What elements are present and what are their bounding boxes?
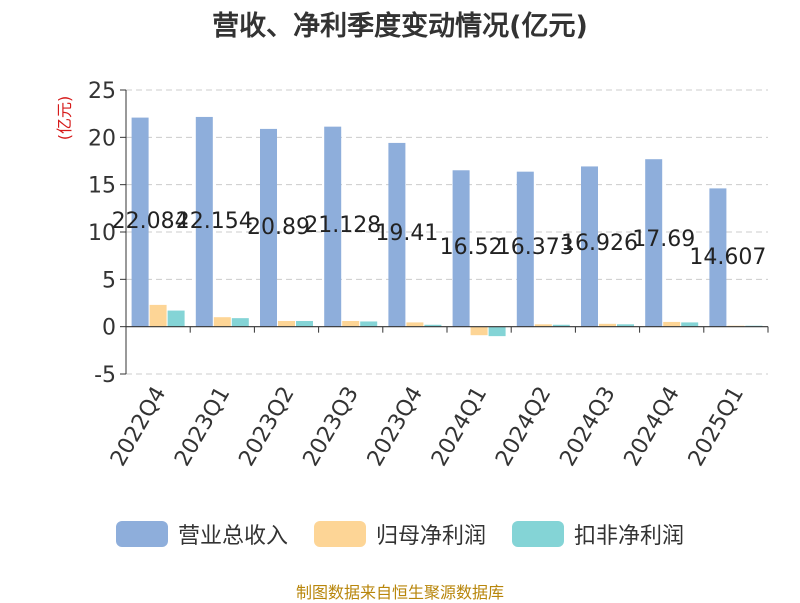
bar-2024Q1-2: [488, 326, 506, 337]
bar-2024Q4-1: [663, 321, 681, 327]
data-label-revenue: 14.607: [689, 245, 766, 270]
y-tick-label: 15: [88, 174, 116, 199]
bar-2022Q4-2: [167, 310, 185, 327]
x-tick-label: 2022Q4: [106, 383, 171, 471]
legend-label-revenue: 营业总收入: [177, 524, 288, 549]
bar-2024Q3-0: [581, 166, 598, 327]
y-tick-label: 10: [88, 221, 116, 246]
bar-2022Q4-1: [149, 304, 167, 327]
bar-2023Q2-1: [278, 320, 295, 327]
x-tick-label: 2024Q1: [427, 383, 492, 471]
y-tick-label: 5: [102, 268, 116, 293]
bar-2024Q4-2: [681, 322, 699, 327]
legend-label-deducted-net-profit: 扣非净利润: [574, 524, 685, 549]
legend-item-parent-net-profit[interactable]: 归母净利润: [313, 518, 486, 550]
bar-2022Q4-0: [131, 117, 149, 327]
bar-2024Q2-0: [516, 171, 534, 327]
y-axis-title: (亿元): [55, 96, 74, 141]
bar-2023Q2-0: [260, 128, 277, 327]
source-note: 制图数据来自恒生聚源数据库: [295, 583, 504, 602]
x-tick-label: 2023Q4: [363, 383, 428, 471]
bar-2023Q4-1: [406, 322, 424, 327]
bar-2023Q4-0: [388, 142, 406, 327]
bar-2024Q1-0: [452, 170, 470, 327]
legend: 营业总收入 归母净利润 扣非净利润: [0, 518, 800, 550]
bars: [131, 116, 763, 337]
data-label-revenue: 22.154: [176, 209, 253, 234]
y-tick-label: 20: [88, 126, 116, 151]
legend-swatch-revenue: [115, 521, 168, 547]
y-tick-label: 25: [88, 79, 116, 104]
data-label-revenue: 16.373: [497, 235, 574, 260]
x-tick-label: 2023Q1: [170, 383, 235, 471]
x-tick-label: 2024Q3: [555, 383, 620, 471]
bar-2023Q1-0: [195, 116, 213, 327]
x-tick-label: 2024Q4: [620, 383, 685, 471]
bar-2023Q1-2: [231, 318, 249, 327]
data-label-revenue: 22.084: [112, 209, 189, 234]
bar-2025Q1-0: [709, 188, 727, 327]
data-label-revenue: 20.89: [247, 215, 310, 240]
bar-2024Q3-2: [617, 324, 634, 327]
x-tick-label: 2025Q1: [684, 383, 749, 471]
bar-2023Q3-2: [360, 321, 378, 327]
bar-2023Q3-0: [324, 126, 342, 327]
legend-swatch-deducted-net-profit: [512, 521, 564, 547]
y-tick-label: -5: [94, 363, 116, 388]
y-tick-label: 0: [102, 316, 116, 341]
data-label-revenue: 16.52: [440, 235, 503, 260]
data-labels: 22.08422.15420.8921.12819.4116.5216.3731…: [112, 209, 767, 270]
bar-2024Q3-1: [599, 323, 616, 327]
bar-2024Q1-1: [470, 326, 488, 336]
x-tick-label: 2023Q2: [234, 383, 299, 471]
data-label-revenue: 19.41: [375, 221, 438, 246]
x-tick-label: 2024Q2: [491, 383, 556, 471]
bar-2024Q4-0: [645, 159, 663, 327]
bar-2023Q2-2: [296, 320, 313, 327]
legend-swatch-parent-net-profit: [313, 521, 366, 547]
legend-item-revenue[interactable]: 营业总收入: [115, 518, 288, 550]
data-label-revenue: 16.926: [561, 231, 638, 256]
data-label-revenue: 21.128: [304, 213, 381, 238]
bar-2024Q2-2: [552, 324, 570, 327]
bar-2023Q1-1: [213, 317, 231, 327]
x-tick-label: 2023Q3: [299, 383, 364, 471]
bar-2024Q2-1: [534, 324, 552, 327]
chart-title: 营收、净利季度变动情况(亿元): [212, 11, 588, 42]
legend-item-deducted-net-profit[interactable]: 扣非净利润: [512, 518, 684, 550]
data-label-revenue: 17.69: [632, 227, 695, 252]
bar-2023Q4-2: [424, 324, 442, 327]
bar-2023Q3-1: [342, 320, 360, 327]
legend-label-parent-net-profit: 归母净利润: [375, 524, 486, 549]
